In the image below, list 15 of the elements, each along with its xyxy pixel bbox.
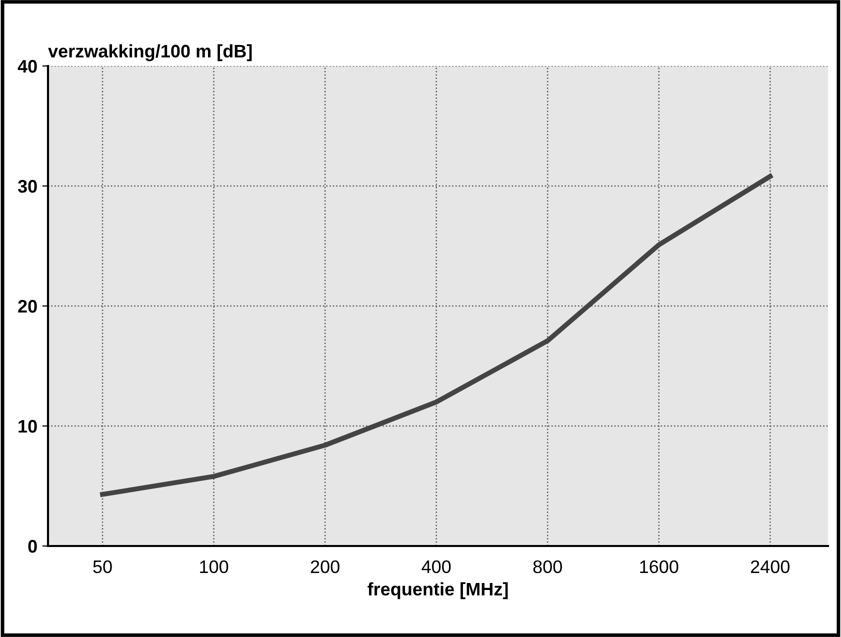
x-tick-label: 800 xyxy=(533,560,562,574)
x-tick-label: 200 xyxy=(310,560,340,574)
x-tick-label: 100 xyxy=(200,560,228,574)
y-tick-label: 20 xyxy=(18,300,37,313)
y-tick-label: 0 xyxy=(28,540,37,553)
x-axis-title: frequentie [MHz] xyxy=(368,582,508,600)
x-tick-label: 400 xyxy=(422,560,451,574)
x-tick-label: 50 xyxy=(93,560,112,574)
line-series xyxy=(100,174,773,497)
y-tick-label: 40 xyxy=(18,60,37,73)
x-tick-label: 2400 xyxy=(750,560,790,574)
x-tick-label: 1600 xyxy=(640,560,678,574)
y-axis-title: verzwakking/100 m [dB] xyxy=(48,44,252,62)
y-tick-label: 30 xyxy=(18,180,37,193)
y-tick-label: 10 xyxy=(18,420,37,433)
